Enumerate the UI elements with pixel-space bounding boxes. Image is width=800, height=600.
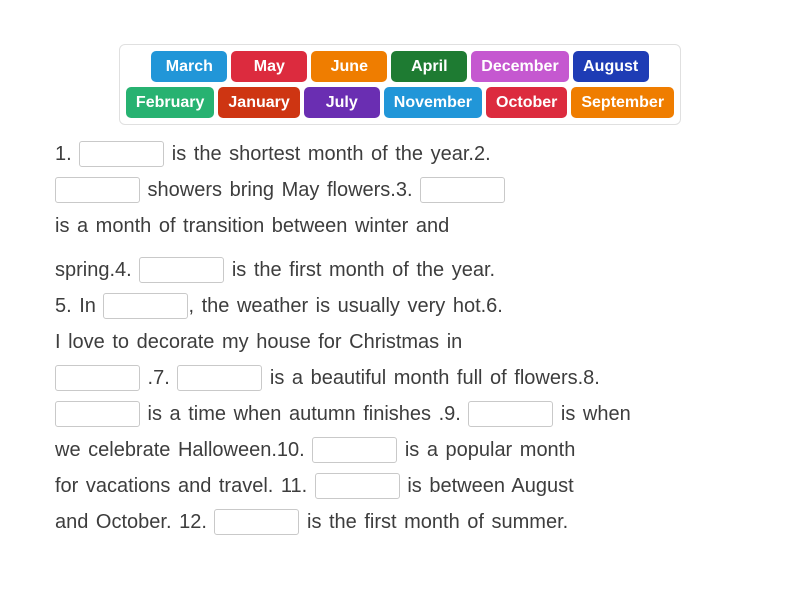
chip-august[interactable]: August	[572, 51, 649, 82]
sentence-text: 1.	[55, 143, 80, 165]
sentence-text: , the weather is usually very hot.6.	[188, 295, 503, 317]
sentence-line: 1. is the shortest month of the year.2.	[55, 136, 752, 172]
sentence-line: spring.4. is the first month of the year…	[55, 252, 752, 288]
sentence-line: is a month of transition between winter …	[55, 208, 752, 244]
chip-january[interactable]: January	[218, 87, 300, 118]
sentence-text: for vacations and travel. 11.	[55, 475, 315, 497]
sentence-text: 5. In	[55, 295, 104, 317]
sentence-text: is a popular month	[397, 439, 576, 461]
sentence-text: we celebrate Halloween.10.	[55, 439, 313, 461]
sentence-text: spring.4.	[55, 259, 140, 281]
sentence-text: is when	[553, 403, 631, 425]
chip-april[interactable]: April	[391, 51, 468, 82]
sentence-text: and October. 12.	[55, 511, 215, 533]
answer-blank-4[interactable]	[139, 257, 225, 283]
sentence-line: I love to decorate my house for Christma…	[55, 324, 752, 360]
answer-blank-2[interactable]	[55, 177, 140, 203]
chip-october[interactable]: October	[486, 87, 568, 118]
sentence-line: we celebrate Halloween.10. is a popular …	[55, 432, 752, 468]
chip-july[interactable]: July	[303, 87, 380, 118]
word-bank-row: March May June April December August	[126, 51, 674, 82]
sentence-line: for vacations and travel. 11. is between…	[55, 468, 752, 504]
sentence-text: is the first month of summer.	[299, 511, 569, 533]
sentence-line: showers bring May flowers.3.	[55, 172, 752, 208]
answer-blank-6[interactable]	[55, 365, 140, 391]
word-bank: March May June April December August February J…	[118, 44, 682, 125]
answer-blank-5[interactable]	[103, 293, 189, 319]
sentence-line: .7. is a beautiful month full of flowers…	[55, 360, 752, 396]
chip-november[interactable]: November	[383, 87, 483, 118]
sentence-text: is the first month of the year.	[224, 259, 496, 281]
chip-june[interactable]: June	[311, 51, 388, 82]
chip-february[interactable]: February	[125, 87, 215, 118]
sentence-text: is the shortest month of the year.2.	[164, 143, 491, 165]
chip-may[interactable]: May	[231, 51, 308, 82]
answer-blank-1[interactable]	[79, 141, 165, 167]
answer-blank-10[interactable]	[312, 437, 398, 463]
sentence-text: is between August	[399, 475, 574, 497]
answer-blank-7[interactable]	[177, 365, 263, 391]
sentence-text: showers bring May flowers.3.	[140, 179, 421, 201]
word-bank-row: February January July November October Septem…	[125, 87, 675, 118]
answer-blank-3[interactable]	[420, 177, 506, 203]
chip-december[interactable]: December	[471, 51, 569, 82]
sentence-line: is a time when autumn finishes .9. is wh…	[55, 396, 752, 432]
chip-september[interactable]: September	[571, 87, 675, 118]
chip-march[interactable]: March	[151, 51, 228, 82]
sentence-text: is a beautiful month full of flowers.8.	[262, 367, 600, 389]
answer-blank-11[interactable]	[314, 473, 400, 499]
sentence-text: is a month of transition between winter …	[55, 215, 450, 237]
sentence-area: 1. is the shortest month of the year.2. …	[55, 136, 752, 540]
sentence-text: is a time when autumn finishes .9.	[140, 403, 469, 425]
sentence-line: and October. 12. is the first month of s…	[55, 504, 752, 540]
answer-blank-12[interactable]	[214, 509, 300, 535]
sentence-text: .7.	[140, 367, 178, 389]
answer-blank-8[interactable]	[55, 401, 140, 427]
answer-blank-9[interactable]	[468, 401, 554, 427]
sentence-text: I love to decorate my house for Christma…	[55, 331, 463, 353]
sentence-line: 5. In , the weather is usually very hot.…	[55, 288, 752, 324]
